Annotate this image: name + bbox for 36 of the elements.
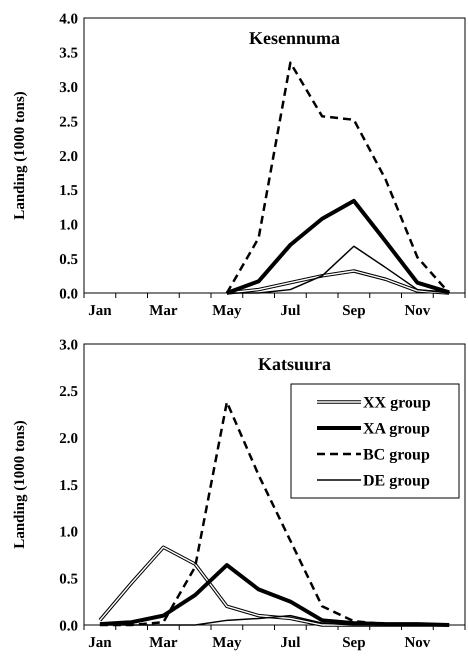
legend-label: XX group — [363, 394, 431, 412]
y-axis-title: Landing (1000 tons) — [12, 420, 28, 549]
y-tick-label: 3.0 — [59, 80, 78, 96]
y-tick-label: 4.0 — [59, 11, 78, 28]
y-tick-label: 0.5 — [59, 252, 78, 268]
y-tick-label: 1.0 — [59, 524, 78, 541]
x-tick-label: Mar — [149, 303, 178, 319]
y-tick-label: 1.0 — [59, 218, 78, 234]
x-tick-label: May — [212, 635, 242, 651]
legend-label: BC group — [363, 446, 430, 464]
x-tick-label: Sep — [342, 303, 366, 319]
x-tick-label: Sep — [342, 635, 366, 651]
x-tick-label: Jul — [280, 635, 300, 651]
x-tick-label: Nov — [404, 303, 431, 319]
y-tick-label: 2.0 — [59, 430, 78, 447]
y-tick-label: 3.5 — [59, 46, 78, 62]
y-tick-label: 3.0 — [59, 337, 78, 354]
x-tick-label: Jan — [88, 635, 112, 651]
x-tick-label: Mar — [149, 635, 178, 651]
text: Kesennuma — [248, 28, 340, 48]
y-tick-label: 2.5 — [59, 114, 78, 130]
y-tick-label: 2.0 — [59, 148, 78, 165]
x-tick-label: Nov — [404, 635, 431, 651]
y-tick-label: 2.5 — [59, 384, 78, 400]
x-tick-label: May — [212, 303, 242, 319]
y-tick-label: 1.5 — [59, 478, 78, 494]
legend-label: DE group — [363, 472, 430, 490]
y-tick-label: 0.0 — [59, 618, 78, 634]
x-tick-label: Jan — [88, 303, 112, 319]
text: Katsuura — [258, 354, 332, 374]
y-tick-label: 0.5 — [59, 571, 78, 588]
y-tick-label: 1.5 — [59, 183, 78, 200]
y-axis-title: Landing (1000 tons) — [12, 91, 28, 220]
legend-label: XA group — [363, 420, 430, 438]
x-tick-label: Jul — [280, 303, 300, 319]
y-tick-label: 0.0 — [59, 286, 78, 302]
